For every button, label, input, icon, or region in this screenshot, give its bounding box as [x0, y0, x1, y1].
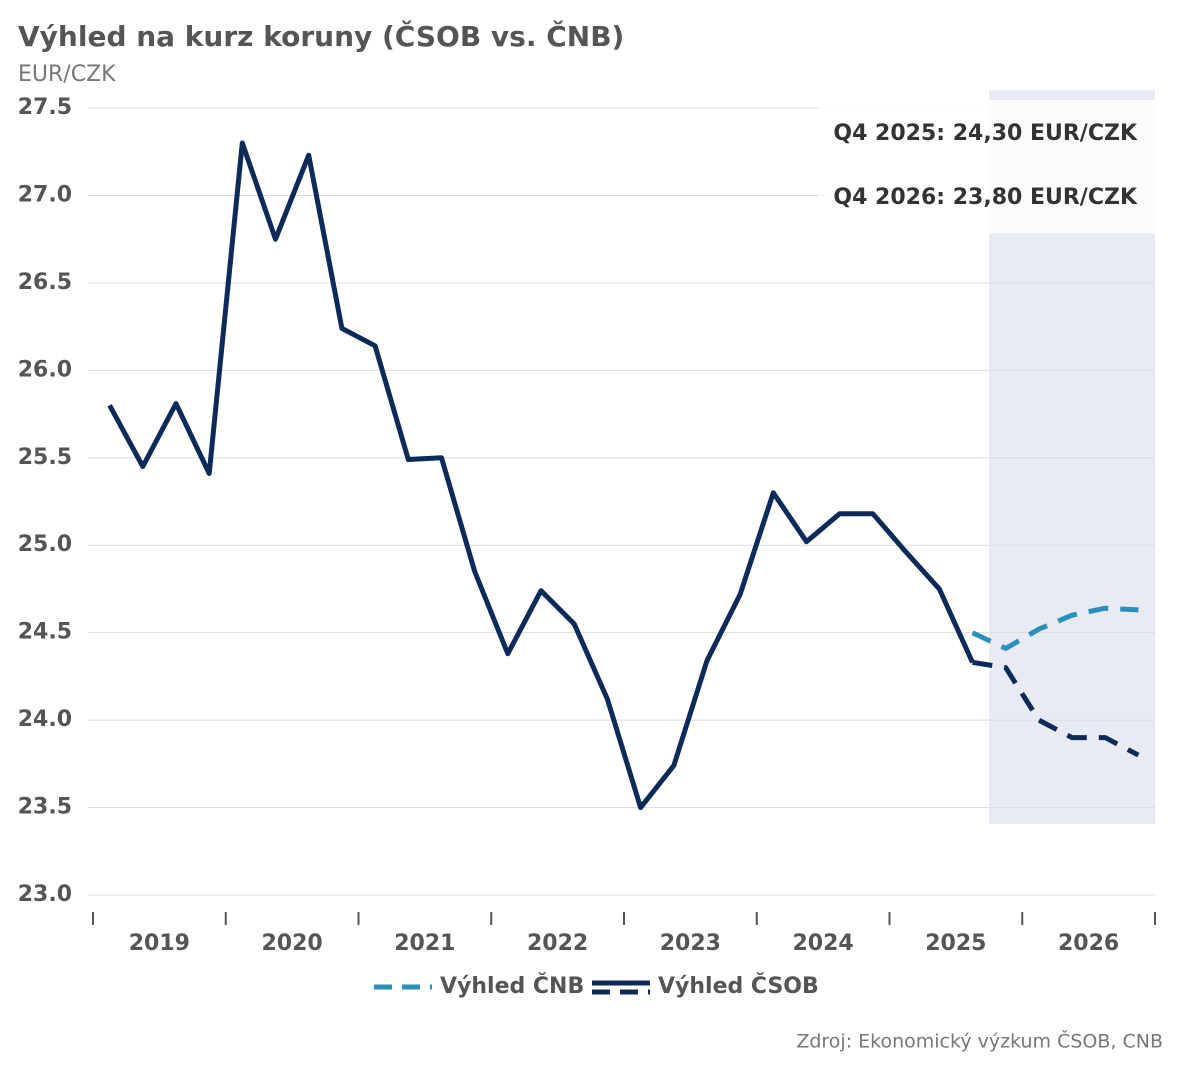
legend-label: Výhled ČSOB [658, 973, 819, 999]
y-tick-label: 25.5 [18, 445, 72, 470]
x-tick-label: 2026 [1058, 931, 1119, 956]
y-tick-label: 23.5 [18, 795, 72, 820]
y-tick-label: 26.5 [18, 270, 72, 295]
y-tick-label: 27.5 [18, 95, 72, 120]
x-tick-label: 2025 [925, 931, 986, 956]
y-tick-label: 24.5 [18, 620, 72, 645]
x-tick-label: 2021 [394, 931, 455, 956]
x-tick-label: 2023 [660, 931, 721, 956]
y-tick-label: 24.0 [18, 707, 72, 732]
x-tick-label: 2020 [262, 931, 323, 956]
history-line [107, 140, 975, 811]
source: Zdroj: Ekonomický výzkum ČSOB, CNB [796, 1029, 1163, 1053]
y-tick-label: 25.0 [18, 532, 72, 557]
legend-label: Výhled ČNB [440, 973, 584, 999]
annotation-box [818, 100, 1155, 233]
chart-title: Výhled na kurz koruny (ČSOB vs. ČNB) [18, 19, 624, 53]
x-tick-label: 2022 [527, 931, 588, 956]
y-tick-label: 23.0 [18, 882, 72, 907]
annotation: Q4 2026: 23,80 EUR/CZK [833, 185, 1138, 210]
annotation: Q4 2025: 24,30 EUR/CZK [833, 121, 1138, 146]
y-tick-label: 27.0 [18, 182, 72, 207]
y-tick-label: 26.0 [18, 357, 72, 382]
x-tick-label: 2019 [129, 931, 190, 956]
x-tick-label: 2024 [793, 931, 854, 956]
chart-subtitle: EUR/CZK [18, 62, 116, 87]
forecast-line [972, 659, 1140, 758]
